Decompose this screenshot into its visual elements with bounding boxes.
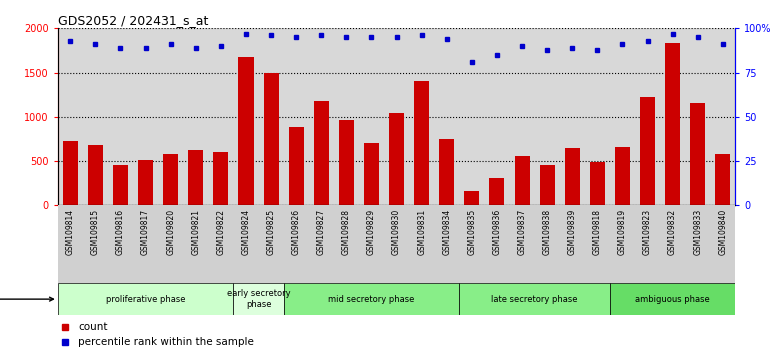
- Text: GSM109823: GSM109823: [643, 209, 652, 255]
- Text: proliferative phase: proliferative phase: [105, 295, 186, 304]
- Text: GSM109830: GSM109830: [392, 209, 401, 256]
- Text: GSM109828: GSM109828: [342, 209, 351, 255]
- Bar: [590, 162, 605, 205]
- Bar: [313, 101, 329, 205]
- Text: GSM109817: GSM109817: [141, 209, 150, 255]
- Text: GSM109818: GSM109818: [593, 209, 602, 255]
- Bar: [540, 165, 554, 205]
- Bar: [459, 283, 610, 315]
- Bar: [389, 113, 404, 205]
- Text: percentile rank within the sample: percentile rank within the sample: [78, 337, 254, 347]
- Bar: [610, 283, 735, 315]
- Bar: [715, 154, 730, 205]
- Text: GSM109824: GSM109824: [242, 209, 250, 255]
- Bar: [414, 81, 429, 205]
- Bar: [339, 120, 354, 205]
- Text: GSM109834: GSM109834: [442, 209, 451, 256]
- Text: mid secretory phase: mid secretory phase: [328, 295, 414, 304]
- Bar: [239, 57, 253, 205]
- Bar: [188, 149, 203, 205]
- Text: GSM109838: GSM109838: [543, 209, 551, 255]
- Text: GSM109819: GSM109819: [618, 209, 627, 255]
- Text: early secretory
phase: early secretory phase: [226, 290, 290, 309]
- Text: late secretory phase: late secretory phase: [491, 295, 578, 304]
- Text: GSM109831: GSM109831: [417, 209, 426, 255]
- Bar: [138, 160, 153, 205]
- Text: GSM109837: GSM109837: [517, 209, 527, 256]
- Text: GSM109833: GSM109833: [693, 209, 702, 256]
- Text: GSM109821: GSM109821: [191, 209, 200, 255]
- Text: GSM109835: GSM109835: [467, 209, 477, 256]
- Bar: [690, 103, 705, 205]
- Text: GSM109816: GSM109816: [116, 209, 125, 255]
- Text: GSM109839: GSM109839: [567, 209, 577, 256]
- Text: GSM109820: GSM109820: [166, 209, 176, 255]
- Text: GSM109827: GSM109827: [316, 209, 326, 255]
- Text: GSM109829: GSM109829: [367, 209, 376, 255]
- Bar: [439, 139, 454, 205]
- Bar: [113, 165, 128, 205]
- Bar: [63, 141, 78, 205]
- Text: GSM109836: GSM109836: [493, 209, 501, 256]
- Bar: [233, 283, 283, 315]
- Bar: [464, 191, 480, 205]
- Text: ambiguous phase: ambiguous phase: [635, 295, 710, 304]
- Bar: [58, 283, 233, 315]
- Bar: [163, 154, 178, 205]
- Bar: [289, 127, 303, 205]
- Bar: [364, 143, 379, 205]
- Bar: [514, 156, 530, 205]
- Text: GSM109825: GSM109825: [266, 209, 276, 255]
- Bar: [564, 148, 580, 205]
- Bar: [213, 152, 229, 205]
- Text: GSM109840: GSM109840: [718, 209, 728, 256]
- Text: other: other: [0, 294, 53, 304]
- Text: GSM109822: GSM109822: [216, 209, 226, 255]
- Bar: [490, 178, 504, 205]
- Bar: [615, 147, 630, 205]
- Bar: [88, 145, 103, 205]
- Text: GDS2052 / 202431_s_at: GDS2052 / 202431_s_at: [58, 14, 208, 27]
- Bar: [263, 73, 279, 205]
- Bar: [283, 283, 459, 315]
- Text: GSM109814: GSM109814: [65, 209, 75, 255]
- Text: GSM109815: GSM109815: [91, 209, 100, 255]
- Text: count: count: [78, 322, 108, 332]
- Text: GSM109826: GSM109826: [292, 209, 300, 255]
- Bar: [640, 97, 655, 205]
- Text: GSM109832: GSM109832: [668, 209, 677, 255]
- Bar: [665, 44, 680, 205]
